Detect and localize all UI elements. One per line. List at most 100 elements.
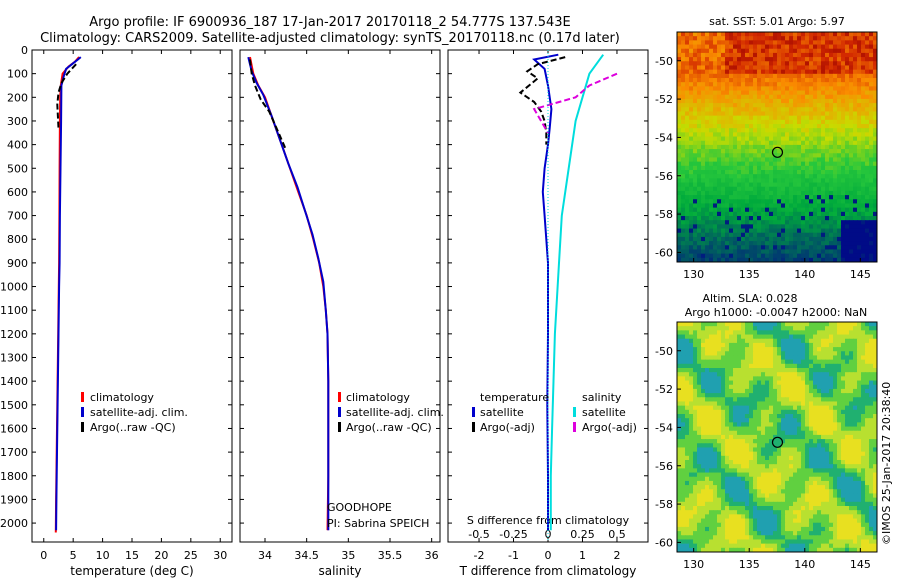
map-cell — [741, 359, 746, 365]
map-cell — [761, 90, 766, 96]
map-cell — [769, 52, 774, 58]
map-cell — [705, 468, 710, 474]
map-cell — [721, 161, 726, 167]
map-cell — [737, 241, 742, 246]
map-cell — [781, 405, 786, 411]
map-cell — [745, 52, 750, 58]
map-cell — [685, 334, 690, 340]
map-cell — [873, 460, 877, 465]
map-cell — [857, 98, 862, 104]
map-cell — [849, 443, 854, 449]
map-cell — [745, 351, 750, 357]
map-cell — [837, 485, 842, 490]
map-cell — [717, 207, 722, 213]
map-cell — [765, 397, 770, 403]
map-cell — [681, 236, 686, 242]
map-cell — [849, 368, 854, 373]
map-cell — [761, 388, 766, 394]
map-cell — [693, 472, 698, 478]
map-cell — [765, 326, 770, 331]
map-cell — [797, 115, 802, 121]
map-cell — [725, 228, 730, 234]
map-cell — [681, 355, 686, 361]
map-cell — [757, 322, 762, 327]
map-cell — [797, 326, 802, 331]
map-cell — [757, 338, 762, 344]
map-cell — [797, 73, 802, 79]
map-cell — [737, 330, 742, 336]
map-cell — [817, 103, 822, 108]
y-tick-label: 1300 — [0, 352, 28, 365]
map-cell — [857, 186, 862, 192]
map-cell — [857, 228, 862, 234]
map-cell — [785, 94, 790, 100]
map-cell — [845, 347, 850, 352]
map-cell — [861, 443, 866, 449]
map-cell — [749, 165, 754, 171]
map-cell — [873, 472, 877, 478]
map-cell — [777, 401, 782, 407]
map-cell — [733, 455, 738, 461]
map-cell — [789, 359, 794, 365]
map-cell — [769, 338, 774, 344]
map-cell — [737, 203, 742, 209]
map-cell — [837, 140, 842, 146]
map-cell — [817, 326, 822, 331]
map-cell — [873, 69, 877, 75]
map-cell — [805, 220, 810, 225]
map-cell — [785, 426, 790, 432]
map-cell — [853, 48, 858, 54]
map-cell — [845, 468, 850, 474]
map-cell — [741, 228, 746, 234]
map-cell — [837, 94, 842, 100]
map-cell — [701, 107, 706, 113]
map-cell — [697, 434, 702, 440]
map-cell — [749, 128, 754, 133]
map-cell — [865, 232, 870, 238]
map-cell — [741, 52, 746, 58]
map-cell — [809, 245, 814, 251]
x-tick-label: -2 — [474, 549, 485, 562]
map-cell — [693, 388, 698, 394]
map-cell — [689, 124, 694, 129]
map-cell — [817, 422, 822, 428]
map-cell — [741, 61, 746, 67]
map-cell — [801, 372, 806, 377]
map-cell — [809, 476, 814, 482]
map-cell — [809, 257, 814, 262]
map-cell — [737, 132, 742, 138]
map-cell — [705, 48, 710, 54]
map-cell — [829, 401, 834, 407]
map-cell — [701, 32, 706, 37]
map-cell — [701, 426, 706, 432]
map-cell — [809, 57, 814, 62]
map-cell — [701, 115, 706, 121]
map-cell — [837, 224, 842, 230]
map-cell — [785, 115, 790, 121]
map-cell — [857, 144, 862, 150]
map-cell — [801, 124, 806, 129]
map-cell — [777, 36, 782, 41]
map-cell — [801, 368, 806, 373]
map-cell — [817, 98, 822, 104]
map-cell — [697, 455, 702, 461]
map-cell — [829, 245, 834, 251]
map-cell — [677, 224, 682, 230]
map-cell — [765, 115, 770, 121]
map-cell — [805, 57, 810, 62]
map-cell — [689, 220, 694, 225]
map-cell — [705, 157, 710, 163]
map-cell — [837, 107, 842, 113]
map-cell — [813, 73, 818, 79]
map-cell — [741, 455, 746, 461]
map-cell — [713, 224, 718, 230]
map-cell — [709, 439, 714, 444]
map-cell — [853, 405, 858, 411]
map-cell — [769, 405, 774, 411]
map-cell — [761, 447, 766, 453]
map-cell — [745, 468, 750, 474]
map-cell — [841, 107, 846, 113]
map-cell — [749, 409, 754, 415]
map-cell — [873, 232, 877, 238]
map-cell — [725, 211, 730, 217]
